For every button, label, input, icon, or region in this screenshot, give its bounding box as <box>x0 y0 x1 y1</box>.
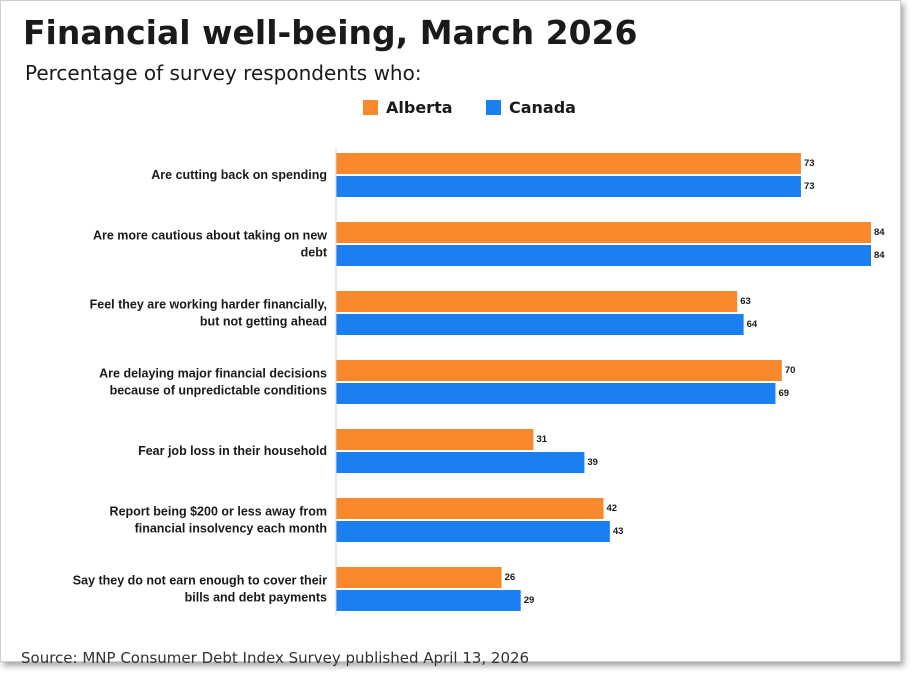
value-label-alberta-5: 42 <box>607 503 618 514</box>
chart-frame: Financial well-being, March 2026 Percent… <box>0 0 901 667</box>
bar-canada-3 <box>336 383 776 404</box>
category-label-5-line-0: Report being $200 or less away from <box>110 505 327 519</box>
value-label-canada-1: 84 <box>874 250 885 261</box>
value-label-canada-6: 29 <box>524 595 535 606</box>
bar-alberta-4 <box>336 429 534 450</box>
value-label-alberta-0: 73 <box>804 158 815 169</box>
bar-canada-1 <box>336 245 871 266</box>
value-label-alberta-3: 70 <box>785 365 796 376</box>
bar-canada-0 <box>336 176 801 197</box>
bar-alberta-5 <box>336 498 604 519</box>
category-label-1-line-1: debt <box>301 246 328 260</box>
bar-alberta-3 <box>336 360 782 381</box>
chart-title: Financial well-being, March 2026 <box>23 13 638 52</box>
bar-alberta-6 <box>336 567 502 588</box>
bar-canada-4 <box>336 452 585 473</box>
category-label-2-line-1: but not getting ahead <box>200 315 327 329</box>
value-label-alberta-1: 84 <box>874 227 885 238</box>
bar-alberta-0 <box>336 153 801 174</box>
bar-canada-2 <box>336 314 744 335</box>
bar-alberta-1 <box>336 222 871 243</box>
category-label-3-line-1: because of unpredictable conditions <box>110 384 327 398</box>
bar-canada-6 <box>336 590 521 611</box>
value-label-canada-2: 64 <box>747 319 758 330</box>
value-label-alberta-6: 26 <box>505 572 516 583</box>
bar-alberta-2 <box>336 291 738 312</box>
value-label-canada-4: 39 <box>587 457 598 468</box>
category-label-1-line-0: Are more cautious about taking on new <box>93 229 327 243</box>
chart-subtitle: Percentage of survey respondents who: <box>25 61 422 85</box>
legend-swatch-canada <box>486 100 501 115</box>
category-label-5-line-1: financial insolvency each month <box>135 522 327 536</box>
category-label-3-line-0: Are delaying major financial decisions <box>99 367 327 381</box>
category-label-2-line-0: Feel they are working harder financially… <box>90 298 327 312</box>
category-label-0: Are cutting back on spending <box>151 168 327 182</box>
value-label-canada-3: 69 <box>778 388 789 399</box>
category-label-6-line-1: bills and debt payments <box>185 591 327 605</box>
legend-label-canada: Canada <box>509 98 576 117</box>
value-label-canada-5: 43 <box>613 526 624 537</box>
category-label-6-line-0: Say they do not earn enough to cover the… <box>73 574 327 588</box>
category-label-4: Fear job loss in their household <box>138 444 327 458</box>
legend-swatch-alberta <box>363 100 378 115</box>
bar-chart: Alberta Canada 73 73 Are cutting back on spe… <box>73 98 885 615</box>
value-label-canada-0: 73 <box>804 181 815 192</box>
value-label-alberta-2: 63 <box>740 296 751 307</box>
legend-label-alberta: Alberta <box>386 98 453 117</box>
source-note: Source: MNP Consumer Debt Index Survey p… <box>21 649 530 667</box>
bar-canada-5 <box>336 521 610 542</box>
value-label-alberta-4: 31 <box>536 434 547 445</box>
